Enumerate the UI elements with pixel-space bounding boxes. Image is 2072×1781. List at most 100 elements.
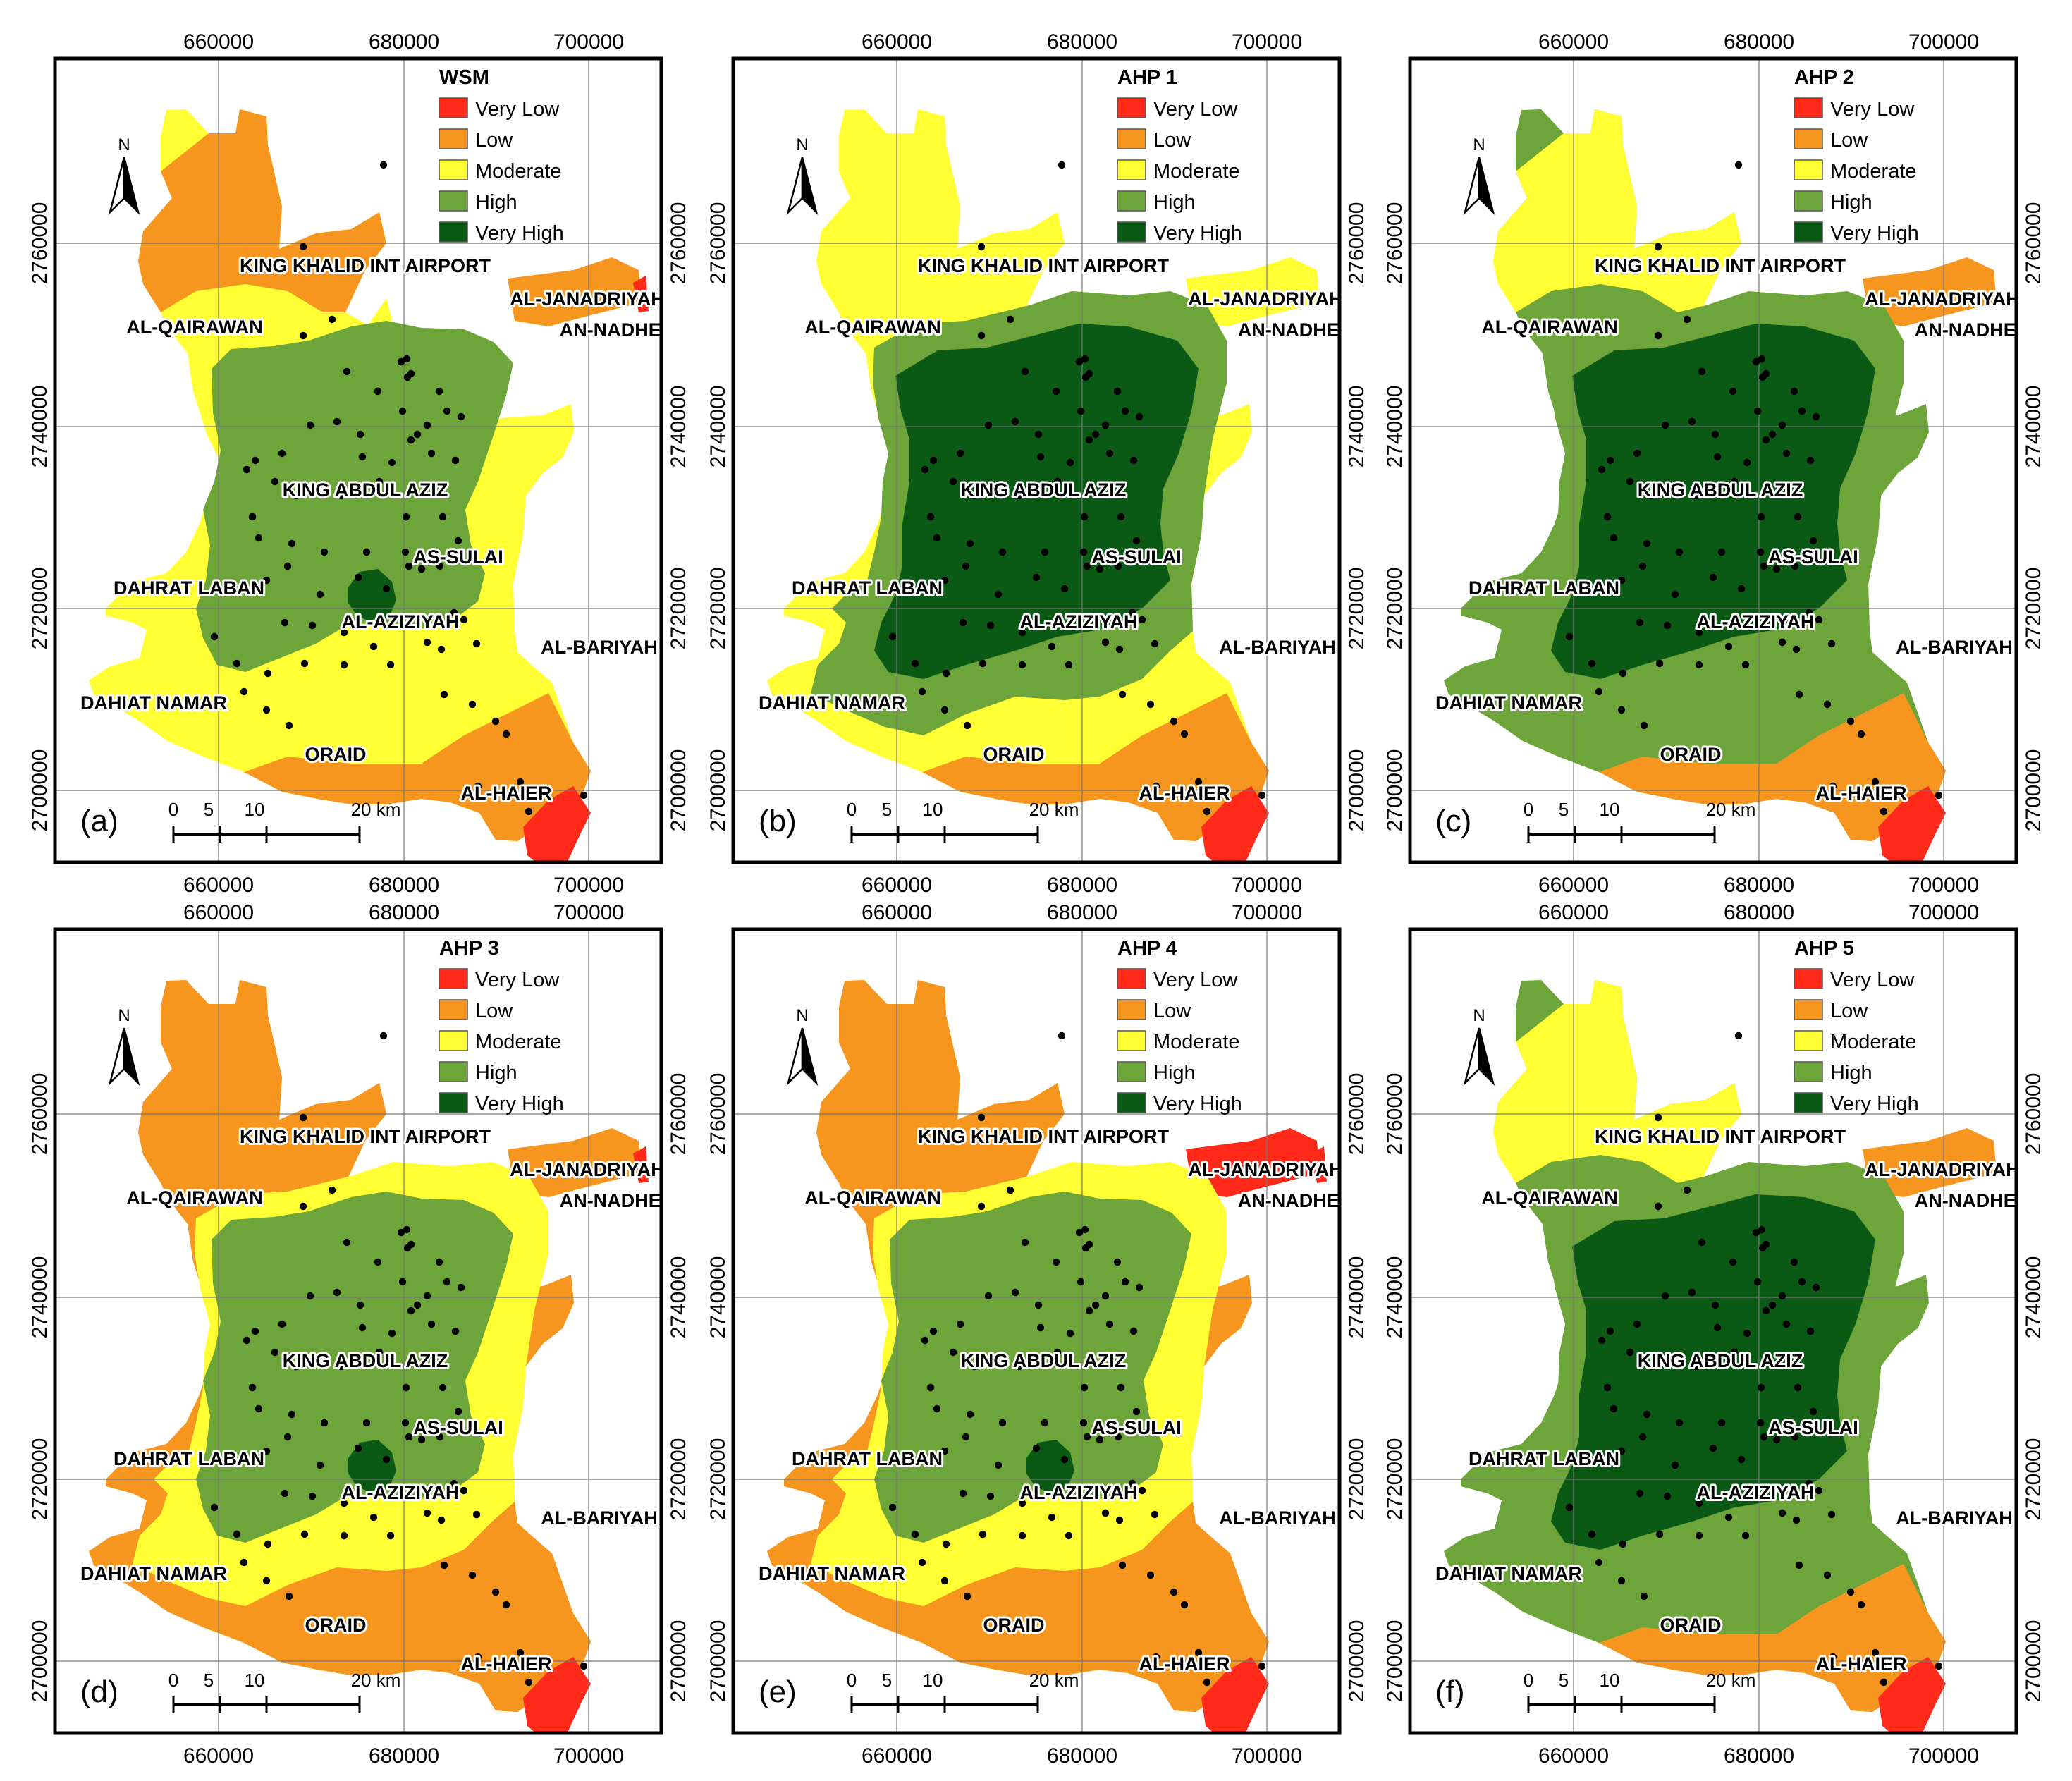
sample-point xyxy=(1066,458,1074,467)
sample-point xyxy=(1815,1486,1823,1495)
place-label: AN-NADHEEM xyxy=(560,1190,690,1211)
scale-label: 5 xyxy=(204,1670,214,1691)
suitability-zone xyxy=(1201,786,1269,862)
sample-point xyxy=(949,1348,957,1357)
sample-point xyxy=(1132,1407,1141,1416)
place-label: AL-QAIRAWAN xyxy=(1481,317,1617,338)
sample-point xyxy=(1610,534,1618,542)
sample-point xyxy=(439,513,447,521)
suitability-zone xyxy=(874,324,1199,679)
sample-point xyxy=(984,1292,993,1300)
legend-swatch xyxy=(1117,97,1146,118)
sample-point xyxy=(407,436,415,444)
sample-point xyxy=(1121,1278,1129,1286)
sample-point xyxy=(248,1383,257,1392)
suitability-zone xyxy=(1186,257,1320,326)
sample-point xyxy=(911,1530,919,1538)
sample-point xyxy=(1041,548,1049,556)
sample-point xyxy=(306,421,314,429)
sample-point xyxy=(1772,1436,1781,1444)
sample-point xyxy=(375,1348,384,1357)
legend-label: High xyxy=(1830,191,1872,214)
legend: AHP 3 Very Low Low Moderate High Very High xyxy=(439,937,564,1115)
sample-point xyxy=(1041,1419,1049,1427)
suitability-zone xyxy=(244,1564,591,1712)
scale-label: 10 xyxy=(923,1670,943,1691)
sample-point xyxy=(1935,1662,1943,1670)
legend-swatch xyxy=(1794,968,1823,989)
place-label: AS-SULAI xyxy=(1768,546,1858,568)
sample-point xyxy=(436,1433,444,1441)
sample-point xyxy=(358,1323,367,1332)
place-label: AL-QAIRAWAN xyxy=(804,1187,940,1208)
x-tick-label: 700000 xyxy=(553,901,624,924)
sample-point xyxy=(403,373,412,381)
north-label: N xyxy=(118,135,130,154)
sample-point xyxy=(1118,1561,1127,1569)
legend-swatch xyxy=(1794,1092,1823,1113)
sample-point xyxy=(1880,807,1888,816)
legend-swatch xyxy=(1794,221,1823,243)
sample-point xyxy=(1798,1278,1806,1286)
sample-point xyxy=(423,1509,431,1517)
sample-point xyxy=(423,638,431,647)
sample-point xyxy=(1671,590,1679,599)
place-label: AL-HAIER xyxy=(461,783,552,804)
sample-point xyxy=(1018,1531,1026,1540)
x-tick-label: 700000 xyxy=(553,1744,624,1768)
legend-swatch xyxy=(439,1061,468,1082)
legend-label: Moderate xyxy=(475,1031,562,1053)
sample-point xyxy=(436,562,444,570)
sample-point xyxy=(1688,417,1696,426)
y-tick-label: 2760000 xyxy=(1345,1073,1368,1156)
sample-point xyxy=(1101,1509,1110,1517)
place-label: KING KHALID INT AIRPORT xyxy=(1595,1126,1846,1147)
sample-point xyxy=(911,659,919,668)
place-label: AL-AZIZIYAH xyxy=(342,611,460,632)
legend-swatch xyxy=(439,1030,468,1051)
map-area: KING KHALID INT AIRPORT AL-JANADRIYAH AN-N… xyxy=(55,59,661,862)
sample-point xyxy=(262,1577,271,1585)
sample-point xyxy=(1138,1486,1146,1495)
sample-point xyxy=(1698,1238,1706,1247)
sample-point xyxy=(1655,659,1664,668)
place-label: KING ABDUL AZIZ xyxy=(283,479,448,501)
sample-point xyxy=(1661,421,1669,429)
sample-point xyxy=(1018,1499,1026,1507)
sample-point xyxy=(986,621,995,630)
sample-point xyxy=(285,721,293,730)
sample-point xyxy=(942,669,950,678)
sample-point xyxy=(397,357,405,366)
sample-point xyxy=(472,639,481,648)
sample-point xyxy=(1117,1383,1125,1392)
sample-point xyxy=(1757,1383,1765,1392)
sample-point xyxy=(340,661,348,669)
legend-title: AHP 2 xyxy=(1794,66,1854,89)
scale-bar: 0 5 10 20 km xyxy=(1524,1670,1755,1713)
legend-label: Low xyxy=(1830,1000,1868,1022)
sample-point xyxy=(1790,387,1798,396)
sample-point xyxy=(1115,1516,1124,1524)
scale-label: 0 xyxy=(1524,1670,1533,1691)
legend-label: High xyxy=(1830,1062,1872,1084)
legend-label: Very Low xyxy=(1153,969,1238,991)
sample-point xyxy=(255,534,263,542)
legend-label: Very Low xyxy=(1830,98,1915,121)
sample-point xyxy=(1079,548,1088,556)
suitability-zone xyxy=(196,321,513,672)
sample-point xyxy=(1846,717,1855,726)
legend-label: Moderate xyxy=(1830,160,1917,183)
sample-point xyxy=(1151,639,1159,648)
sample-point xyxy=(1077,1278,1085,1286)
sample-point xyxy=(413,1301,422,1309)
sample-point xyxy=(1565,1503,1574,1512)
sample-point xyxy=(1640,1592,1648,1601)
legend-label: Moderate xyxy=(1153,160,1240,183)
sample-point xyxy=(1654,243,1662,251)
place-label: KING ABDUL AZIZ xyxy=(1638,479,1803,501)
sample-point xyxy=(1717,548,1726,556)
suitability-zone xyxy=(1878,1657,1946,1733)
sample-point xyxy=(1757,513,1765,521)
sample-point xyxy=(1180,1601,1189,1609)
scale-label: 5 xyxy=(204,799,214,820)
